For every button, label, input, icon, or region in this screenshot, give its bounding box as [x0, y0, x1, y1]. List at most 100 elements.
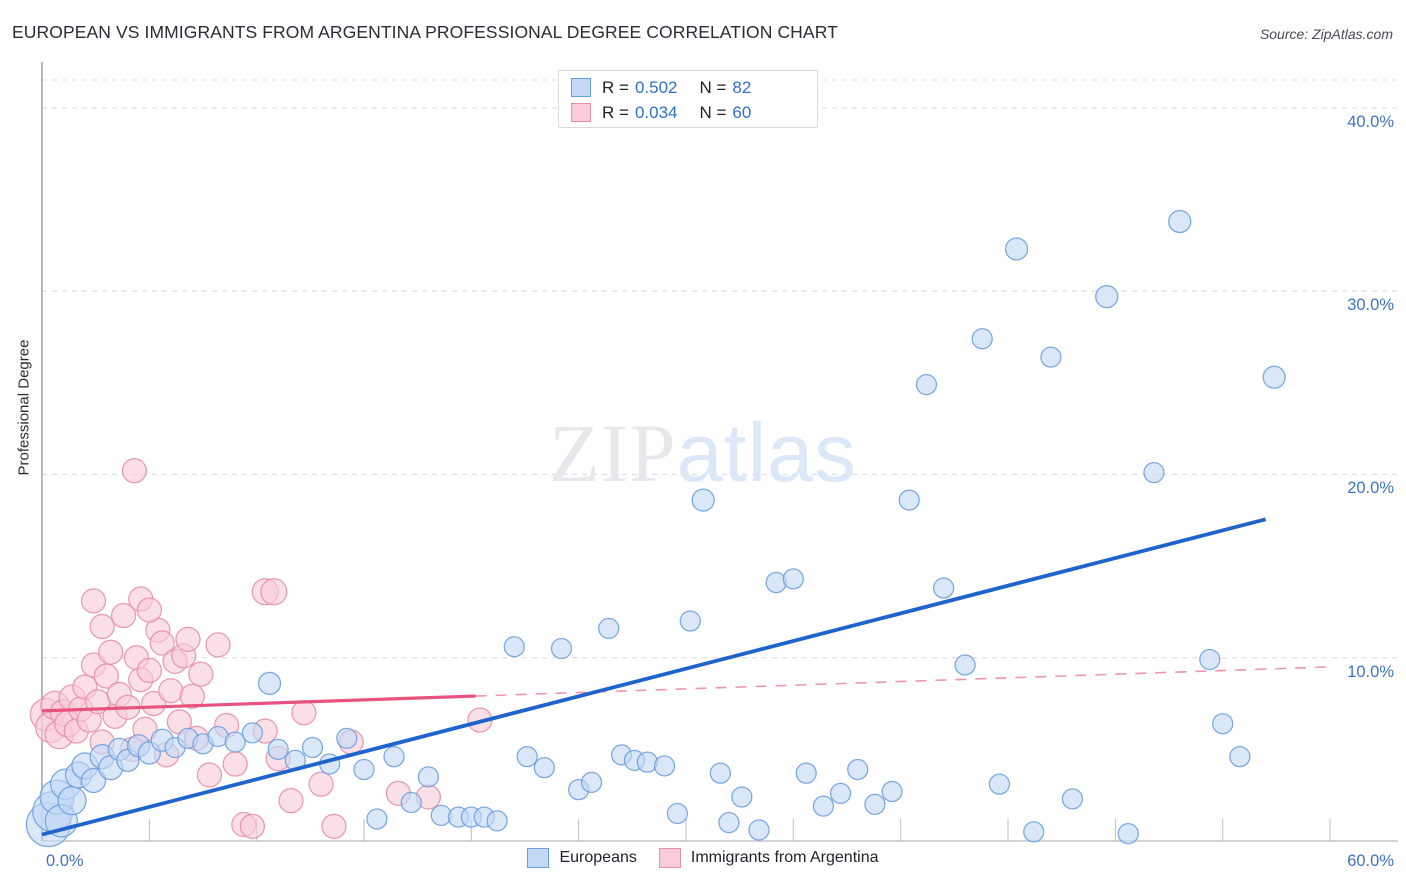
- data-point: [353, 758, 375, 781]
- trend-line-europeans: [41, 517, 1267, 837]
- data-point: [321, 813, 347, 839]
- series-legend: Europeans Immigrants from Argentina: [0, 848, 1406, 868]
- legend-swatch-immigrants: [571, 103, 591, 122]
- data-point: [829, 782, 852, 804]
- data-point: [653, 755, 676, 777]
- data-point: [121, 458, 147, 484]
- y-axis-label-40: 40.0%: [1347, 112, 1394, 131]
- data-point: [679, 610, 701, 632]
- data-point: [417, 766, 440, 788]
- data-point: [988, 773, 1011, 795]
- data-point: [336, 727, 358, 749]
- data-point: [954, 654, 976, 676]
- data-point: [239, 813, 265, 839]
- n-label-immigrants: N =: [699, 102, 727, 122]
- data-point: [580, 771, 603, 793]
- data-point: [795, 762, 817, 784]
- source-attribution: Source: ZipAtlas.com: [1259, 26, 1393, 42]
- data-point: [1199, 648, 1221, 671]
- data-point: [57, 786, 87, 816]
- data-point: [718, 812, 740, 834]
- data-point: [136, 657, 162, 684]
- stats-row-immigrants: R = 0.034 N = 60: [571, 100, 809, 125]
- data-point: [98, 639, 124, 665]
- n-label-europeans: N =: [699, 77, 727, 97]
- data-point: [110, 602, 137, 629]
- r-value-europeans: 0.502: [634, 77, 678, 97]
- series-label-immigrants: Immigrants from Argentina: [690, 849, 879, 866]
- data-point: [1040, 346, 1062, 368]
- data-point: [260, 578, 288, 606]
- data-point: [666, 802, 689, 825]
- gridlines: [42, 79, 1398, 659]
- page-title: EUROPEAN VS IMMIGRANTS FROM ARGENTINA PR…: [12, 22, 838, 42]
- data-point: [278, 788, 304, 814]
- data-point: [1004, 237, 1029, 261]
- legend-item-immigrants[interactable]: Immigrants from Argentina: [658, 848, 879, 868]
- data-point: [847, 758, 869, 781]
- data-point: [80, 767, 107, 794]
- data-point: [503, 636, 525, 658]
- data-point: [175, 626, 201, 653]
- y-axis-label-20: 20.0%: [1347, 479, 1394, 498]
- series-swatch-europeans-icon: [527, 848, 550, 868]
- data-point: [1117, 823, 1139, 845]
- data-point: [383, 746, 405, 768]
- data-point: [1229, 746, 1251, 768]
- data-point: [188, 661, 214, 687]
- data-point: [205, 632, 231, 658]
- data-point: [709, 762, 731, 784]
- r-label-europeans: R =: [602, 77, 629, 97]
- data-point: [550, 637, 573, 660]
- data-point: [971, 328, 993, 350]
- data-point: [731, 786, 753, 808]
- legend-item-europeans[interactable]: Europeans: [527, 848, 637, 868]
- data-point: [149, 630, 175, 656]
- data-point: [89, 613, 115, 640]
- y-axis-label-30: 30.0%: [1347, 296, 1394, 315]
- r-label-immigrants: R =: [602, 102, 629, 122]
- data-point: [224, 731, 246, 753]
- data-point: [915, 373, 938, 396]
- data-point: [301, 736, 324, 759]
- data-point: [782, 568, 804, 590]
- data-point: [636, 751, 658, 773]
- trend-line-immigrants-dashed: [475, 666, 1331, 697]
- correlation-stats-legend: R = 0.502 N = 82 R = 0.034 N = 60: [558, 70, 818, 128]
- data-point: [308, 771, 334, 797]
- data-point: [748, 819, 770, 841]
- data-point: [812, 795, 835, 817]
- data-point: [257, 671, 282, 695]
- data-point: [516, 746, 538, 768]
- data-point: [366, 808, 388, 830]
- data-point: [1023, 821, 1045, 843]
- data-point: [158, 678, 184, 704]
- data-point: [179, 683, 205, 709]
- data-point: [533, 757, 555, 779]
- data-point: [1212, 713, 1234, 735]
- legend-swatch-europeans: [571, 78, 591, 97]
- data-point: [1168, 209, 1192, 234]
- data-point: [486, 810, 508, 832]
- data-point: [765, 571, 787, 594]
- data-point: [141, 690, 167, 717]
- data-point: [1061, 788, 1084, 810]
- stats-row-europeans: R = 0.502 N = 82: [571, 75, 809, 100]
- series-label-europeans: Europeans: [559, 849, 637, 866]
- data-point: [691, 488, 715, 512]
- scatter-points-europeans: [25, 209, 1286, 848]
- data-point: [291, 700, 317, 726]
- n-value-immigrants: 60: [732, 102, 752, 122]
- trend-lines: [41, 517, 1331, 837]
- y-axis-label-10: 10.0%: [1347, 662, 1394, 681]
- data-point: [1262, 365, 1286, 389]
- series-swatch-immigrants-icon: [658, 848, 681, 868]
- data-point: [241, 722, 263, 744]
- r-value-immigrants: 0.034: [634, 102, 678, 122]
- data-point: [598, 617, 620, 640]
- x-axis-min-label: 0.0%: [46, 852, 84, 870]
- data-point: [1095, 284, 1119, 309]
- data-point: [222, 751, 248, 777]
